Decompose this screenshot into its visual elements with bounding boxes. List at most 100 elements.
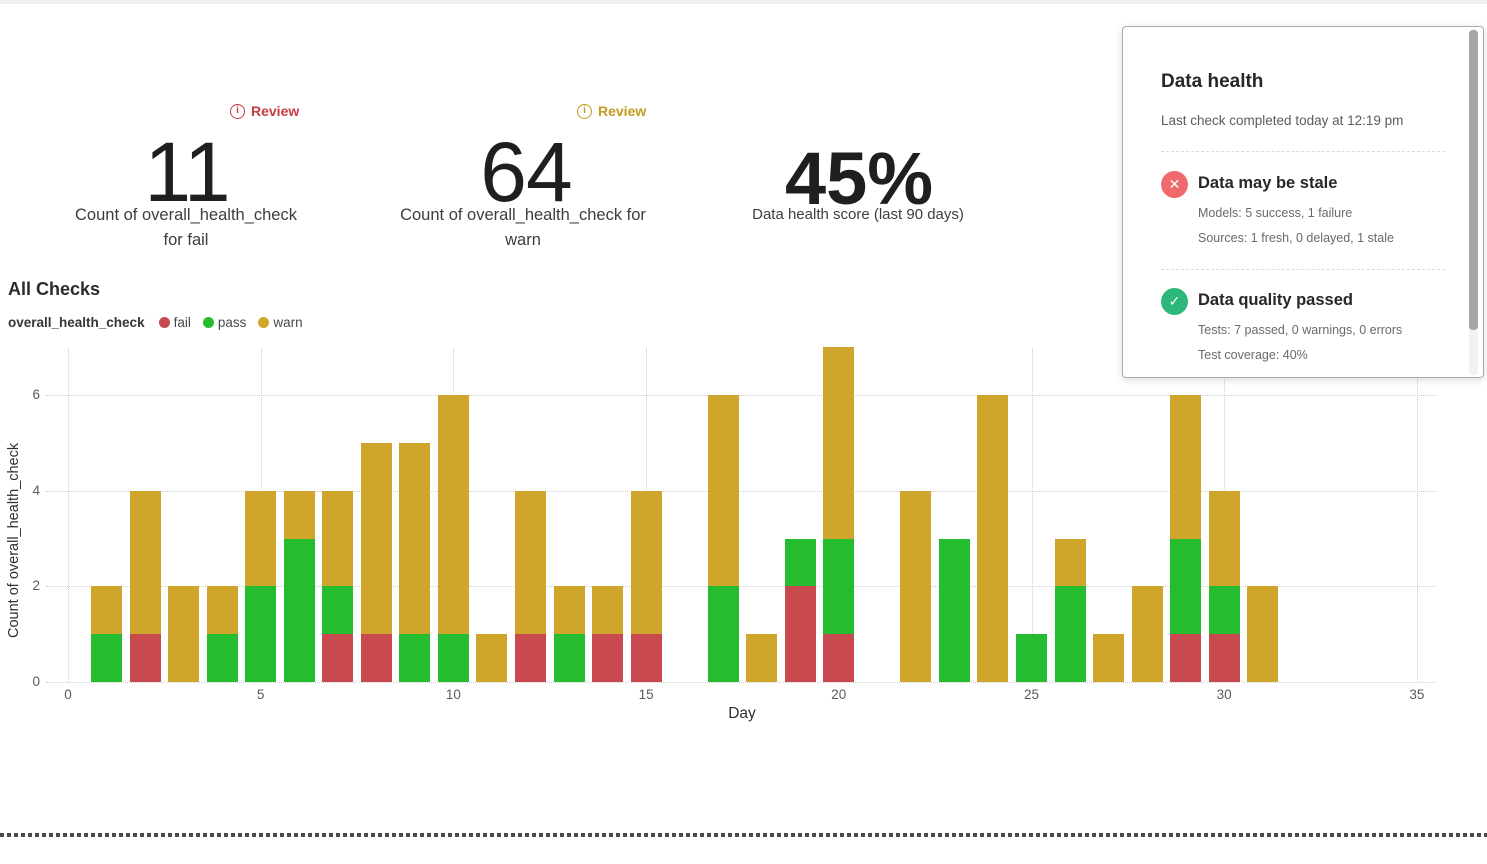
x-tick-label: 0 [64,687,72,702]
legend-item-fail[interactable]: fail [158,315,191,330]
bar-segment-pass-day-7[interactable] [322,586,354,635]
top-strip [0,0,1487,4]
bar-segment-fail-day-8[interactable] [360,634,392,682]
bar-segment-pass-day-9[interactable] [399,634,431,682]
gridline [46,586,1436,588]
kpi-label-line1: Count of overall_health_check [75,206,297,224]
bar-segment-warn-day-1[interactable] [91,586,123,635]
gridline [1031,348,1033,682]
bar-segment-fail-day-7[interactable] [322,634,354,682]
bar-segment-warn-day-17[interactable] [707,395,739,587]
legend-item-warn[interactable]: warn [258,315,303,330]
card-scrollbar-thumb[interactable] [1469,30,1478,330]
bar-segment-warn-day-14[interactable] [592,586,624,635]
bar-segment-warn-day-12[interactable] [514,490,546,635]
x-tick-label: 5 [256,687,265,702]
bar-segment-pass-day-17[interactable] [707,586,739,682]
gridline [68,348,69,682]
bar-segment-pass-day-30[interactable] [1208,586,1240,635]
bar-segment-warn-day-7[interactable] [322,490,354,587]
bar-segment-warn-day-22[interactable] [900,490,932,682]
bar-segment-warn-day-15[interactable] [630,490,662,635]
bar-segment-fail-day-20[interactable] [823,634,855,682]
bar-segment-fail-day-2[interactable] [129,634,161,682]
gridline [46,490,1436,492]
bar-segment-pass-day-26[interactable] [1054,586,1086,682]
check-circle-icon: ✓ [1161,288,1188,315]
bar-segment-warn-day-30[interactable] [1208,490,1240,587]
bar-segment-pass-day-6[interactable] [283,538,315,682]
bar-segment-warn-day-29[interactable] [1170,395,1202,539]
bar-segment-pass-day-29[interactable] [1170,538,1202,635]
bar-segment-warn-day-27[interactable] [1093,634,1125,682]
models-status-line: Models: 5 success, 1 failure [1198,206,1353,220]
y-tick-label: 0 [32,674,40,689]
y-tick-label: 6 [32,387,40,403]
bottom-dashed-divider [0,833,1487,837]
bar-segment-warn-day-24[interactable] [977,395,1009,682]
y-tick-label: 2 [32,578,40,594]
x-tick-label: 10 [445,687,461,702]
review-badge-fail[interactable]: i Review [230,103,299,119]
info-icon: i [230,103,245,119]
bar-segment-fail-day-14[interactable] [592,634,624,682]
dashed-divider [1161,151,1445,152]
bar-segment-warn-day-11[interactable] [476,634,508,682]
bar-segment-pass-day-13[interactable] [553,634,585,682]
bar-segment-warn-day-28[interactable] [1131,586,1163,682]
legend-dot-pass [202,317,214,328]
legend-group-label: overall_health_check [8,315,145,330]
bar-segment-warn-day-26[interactable] [1054,538,1086,587]
bar-segment-pass-day-4[interactable] [206,634,238,682]
x-circle-icon: ✕ [1161,171,1188,198]
bar-segment-pass-day-1[interactable] [91,634,123,682]
bar-segment-fail-day-19[interactable] [784,586,816,682]
review-label: Review [598,103,647,119]
bar-segment-fail-day-30[interactable] [1208,634,1240,682]
review-badge-warn[interactable]: i Review [577,103,646,119]
bar-segment-pass-day-5[interactable] [245,586,277,682]
review-label: Review [251,103,300,119]
bar-segment-warn-day-8[interactable] [360,442,392,635]
bar-segment-pass-day-25[interactable] [1016,634,1047,682]
kpi-value-health-score: 45% [784,137,934,220]
info-icon: i [577,103,592,119]
bar-segment-warn-day-18[interactable] [746,634,778,682]
bar-segment-warn-day-10[interactable] [437,395,469,635]
kpi-label-line1: Count of overall_health_check for [400,206,646,224]
kpi-label-line2: warn [505,231,541,249]
kpi-label-line2: for fail [163,231,209,249]
bar-segment-warn-day-4[interactable] [206,586,238,635]
sources-status-line: Sources: 1 fresh, 0 delayed, 1 stale [1198,231,1394,245]
bar-segment-warn-day-6[interactable] [283,490,315,539]
kpi-label-fail-count: Count of overall_health_check for fail [75,203,297,253]
legend-item-pass[interactable]: pass [202,315,247,330]
dashed-divider [1161,269,1445,270]
bar-segment-warn-day-9[interactable] [399,442,431,635]
bar-segment-warn-day-31[interactable] [1247,586,1279,682]
bar-segment-warn-day-2[interactable] [129,490,161,635]
legend-label: pass [217,315,247,330]
legend-label: fail [173,315,191,330]
coverage-status-line: Test coverage: 40% [1198,348,1308,362]
bar-segment-fail-day-29[interactable] [1170,634,1202,682]
x-tick-label: 20 [831,687,847,702]
last-check-text: Last check completed today at 12:19 pm [1161,113,1404,128]
bar-segment-warn-day-13[interactable] [553,586,585,635]
bar-segment-fail-day-15[interactable] [630,634,662,682]
bar-segment-warn-day-20[interactable] [823,347,855,539]
bar-segment-warn-day-5[interactable] [245,490,277,587]
data-health-card: Data health Last check completed today a… [1122,26,1484,378]
gridline [1416,348,1418,682]
legend-dot-warn [258,317,270,328]
bar-segment-pass-day-20[interactable] [823,538,855,635]
bar-segment-pass-day-19[interactable] [784,538,816,587]
bar-segment-pass-day-10[interactable] [437,634,469,682]
stale-status-heading: Data may be stale [1198,174,1338,192]
kpi-value-warn-count: 64 [480,125,572,219]
bar-segment-fail-day-12[interactable] [514,634,546,682]
bar-segment-warn-day-3[interactable] [168,586,200,682]
x-axis-label: Day [728,705,756,722]
bar-segment-pass-day-23[interactable] [938,538,970,682]
